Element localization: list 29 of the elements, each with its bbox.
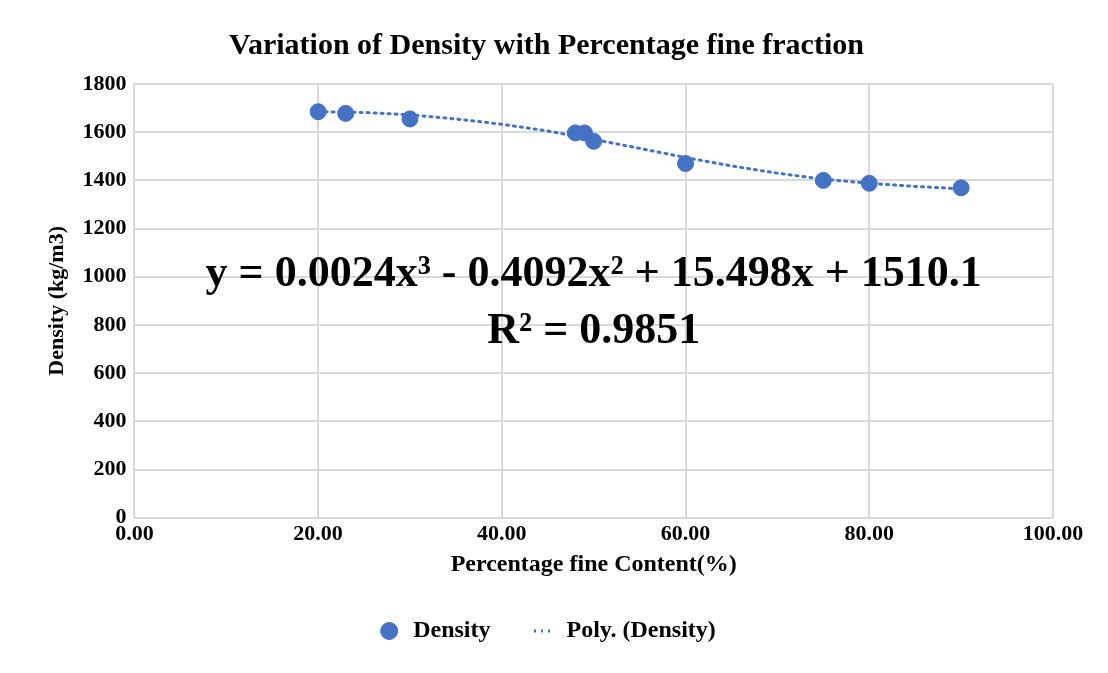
point	[337, 104, 355, 122]
x-tick-label: 80.00	[844, 519, 895, 545]
y-tick-label: 1400	[82, 166, 127, 192]
x-tick-label: 100.00	[1022, 519, 1084, 545]
point	[814, 171, 832, 189]
x-tick-label: 20.00	[293, 519, 343, 545]
y-tick-label: 400	[93, 407, 127, 433]
annotation: R² = 0.9851	[487, 303, 701, 353]
y-tick-label: 800	[93, 310, 127, 336]
legend-label: Density	[413, 616, 491, 643]
y-axis-title: Density (kg/m3)	[42, 226, 68, 376]
annotation: y = 0.0024x³ - 0.4092x² + 15.498x + 1510.1	[205, 247, 982, 297]
y-tick-label: 200	[93, 455, 127, 481]
point	[585, 132, 603, 150]
y-tick-label: 1600	[82, 117, 127, 143]
point	[860, 174, 878, 192]
y-tick-label: 1800	[82, 69, 127, 95]
x-tick-label: 60.00	[660, 519, 711, 545]
point	[952, 179, 970, 197]
legend-label: Poly. (Density)	[566, 616, 716, 643]
y-tick-label: 1000	[82, 262, 127, 288]
chart-title: Variation of Density with Percentage fine fraction	[229, 26, 865, 60]
point	[309, 103, 327, 121]
y-tick-label: 600	[93, 358, 127, 384]
y-tick-label: 1200	[82, 214, 127, 240]
x-axis-title: Percentage fine Content(%)	[450, 549, 737, 576]
x-tick-label: 40.00	[477, 519, 527, 545]
point	[401, 110, 419, 128]
point	[677, 155, 695, 173]
